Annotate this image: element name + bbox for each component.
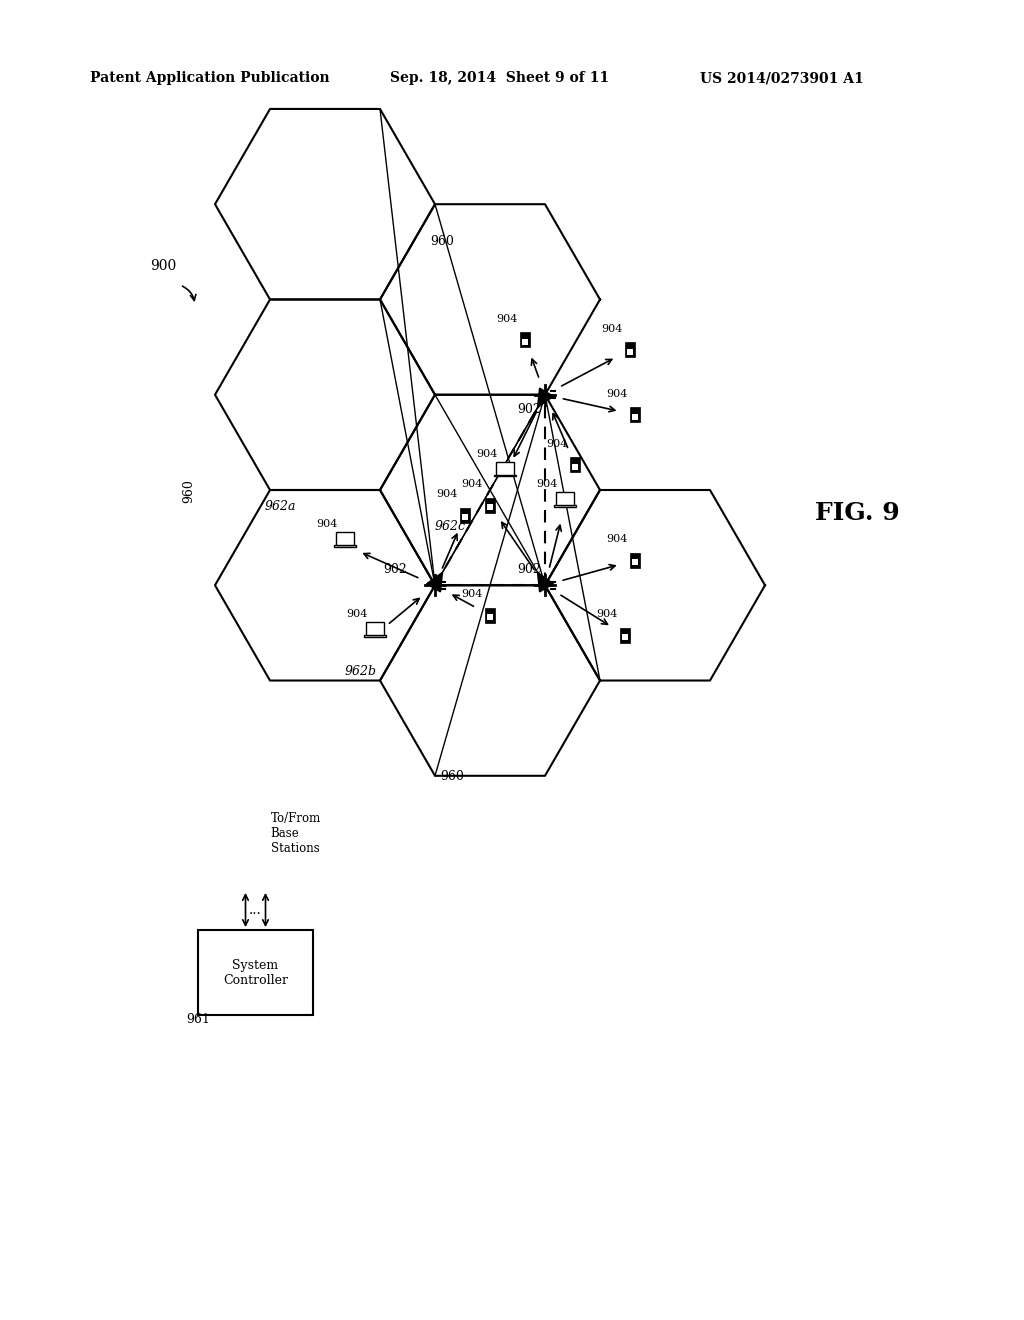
Text: Sep. 18, 2014  Sheet 9 of 11: Sep. 18, 2014 Sheet 9 of 11 [390,71,609,84]
Text: 904: 904 [606,388,628,399]
Text: To/From
Base
Stations: To/From Base Stations [270,812,321,855]
Bar [520,333,529,347]
Text: 904: 904 [537,479,558,490]
Text: 960: 960 [440,770,464,783]
Bar [198,931,313,1015]
Bar [630,553,640,568]
Polygon shape [427,573,442,591]
Text: 904: 904 [462,589,482,599]
Bar [486,614,494,620]
Bar [462,513,468,520]
Bar [622,634,628,640]
Text: 962a: 962a [265,500,297,513]
Bar [364,635,386,638]
Bar [460,508,470,523]
Bar [632,560,638,565]
Text: 904: 904 [606,535,628,544]
Text: 960: 960 [430,235,454,248]
Bar [496,462,514,475]
Bar [554,506,575,507]
Bar [570,457,580,473]
Bar [485,498,495,513]
Bar [336,532,354,545]
Text: ...: ... [249,903,262,917]
Text: Patent Application Publication: Patent Application Publication [90,71,330,84]
Text: 962b: 962b [345,665,377,678]
Bar [334,545,356,546]
Bar [632,413,638,420]
Text: 902: 902 [383,564,407,577]
Bar [522,338,528,345]
Bar [485,607,495,623]
Text: 904: 904 [596,610,617,619]
Text: FIG. 9: FIG. 9 [815,502,900,525]
Text: 904: 904 [601,323,623,334]
Polygon shape [538,573,553,591]
Text: 904: 904 [497,314,518,323]
Bar [366,622,384,635]
Text: 902: 902 [517,403,541,416]
Bar [486,504,494,511]
Text: System
Controller: System Controller [223,958,288,986]
Text: 902: 902 [517,564,541,577]
Text: 960: 960 [182,479,195,503]
Text: US 2014/0273901 A1: US 2014/0273901 A1 [700,71,864,84]
Text: 900: 900 [150,259,176,273]
Text: 904: 904 [476,449,498,459]
Text: 904: 904 [462,479,482,490]
Text: 904: 904 [346,610,368,619]
Bar [494,475,516,477]
Bar [627,348,633,355]
Polygon shape [538,388,553,408]
Bar [625,342,635,358]
Text: 904: 904 [547,438,567,449]
Bar [630,407,640,422]
Bar [556,492,574,506]
Text: 961: 961 [186,1012,210,1026]
Text: 904: 904 [436,490,458,499]
Bar [621,627,630,643]
Bar [571,463,579,470]
Text: 904: 904 [316,519,338,529]
Text: 962c: 962c [435,520,466,533]
